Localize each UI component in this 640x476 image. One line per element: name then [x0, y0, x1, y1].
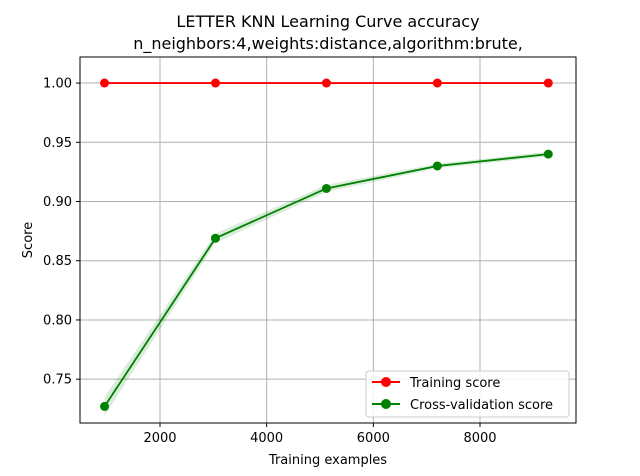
chart-title: LETTER KNN Learning Curve accuracy [176, 12, 479, 31]
y-tick-label: 0.90 [43, 195, 72, 210]
x-tick-label: 6000 [357, 431, 390, 446]
x-axis-label: Training examples [268, 453, 387, 468]
legend: Training score Cross-validation score [365, 370, 570, 418]
cross-validation-point [321, 183, 331, 193]
x-tick-label: 8000 [463, 431, 496, 446]
legend-box [365, 370, 570, 418]
x-axis-ticks: 2000 4000 6000 8000 [143, 423, 497, 446]
x-tick-label: 4000 [250, 431, 283, 446]
cross-validation-point [432, 161, 442, 171]
legend-label-cv: Cross-validation score [410, 398, 553, 413]
training-point [210, 78, 220, 88]
legend-label-training: Training score [409, 376, 500, 391]
chart-subtitle: n_neighbors:4,weights:distance,algorithm… [133, 34, 523, 54]
error-bands [104, 151, 549, 416]
series-points [100, 78, 553, 411]
grid-lines [80, 57, 576, 423]
y-axis-label: Score [21, 222, 36, 258]
series-lines [103, 82, 549, 407]
cross-validation-point [543, 149, 553, 159]
legend-marker-training [381, 377, 391, 387]
training-point [432, 78, 442, 88]
training-point [321, 78, 331, 88]
y-tick-label: 0.95 [43, 136, 72, 151]
legend-marker-cv [381, 399, 391, 409]
y-tick-label: 0.85 [43, 254, 72, 269]
x-tick-label: 2000 [143, 431, 176, 446]
training-point [543, 78, 553, 88]
cross-validation-point [100, 401, 110, 411]
y-tick-label: 1.00 [43, 77, 72, 92]
y-tick-label: 0.80 [43, 313, 72, 328]
cross-validation-point [210, 233, 220, 243]
y-axis-ticks: 0.75 0.80 0.85 0.90 0.95 1.00 [43, 77, 80, 388]
training-point [100, 78, 110, 88]
y-tick-label: 0.75 [43, 373, 72, 388]
plot-frame [79, 56, 577, 424]
